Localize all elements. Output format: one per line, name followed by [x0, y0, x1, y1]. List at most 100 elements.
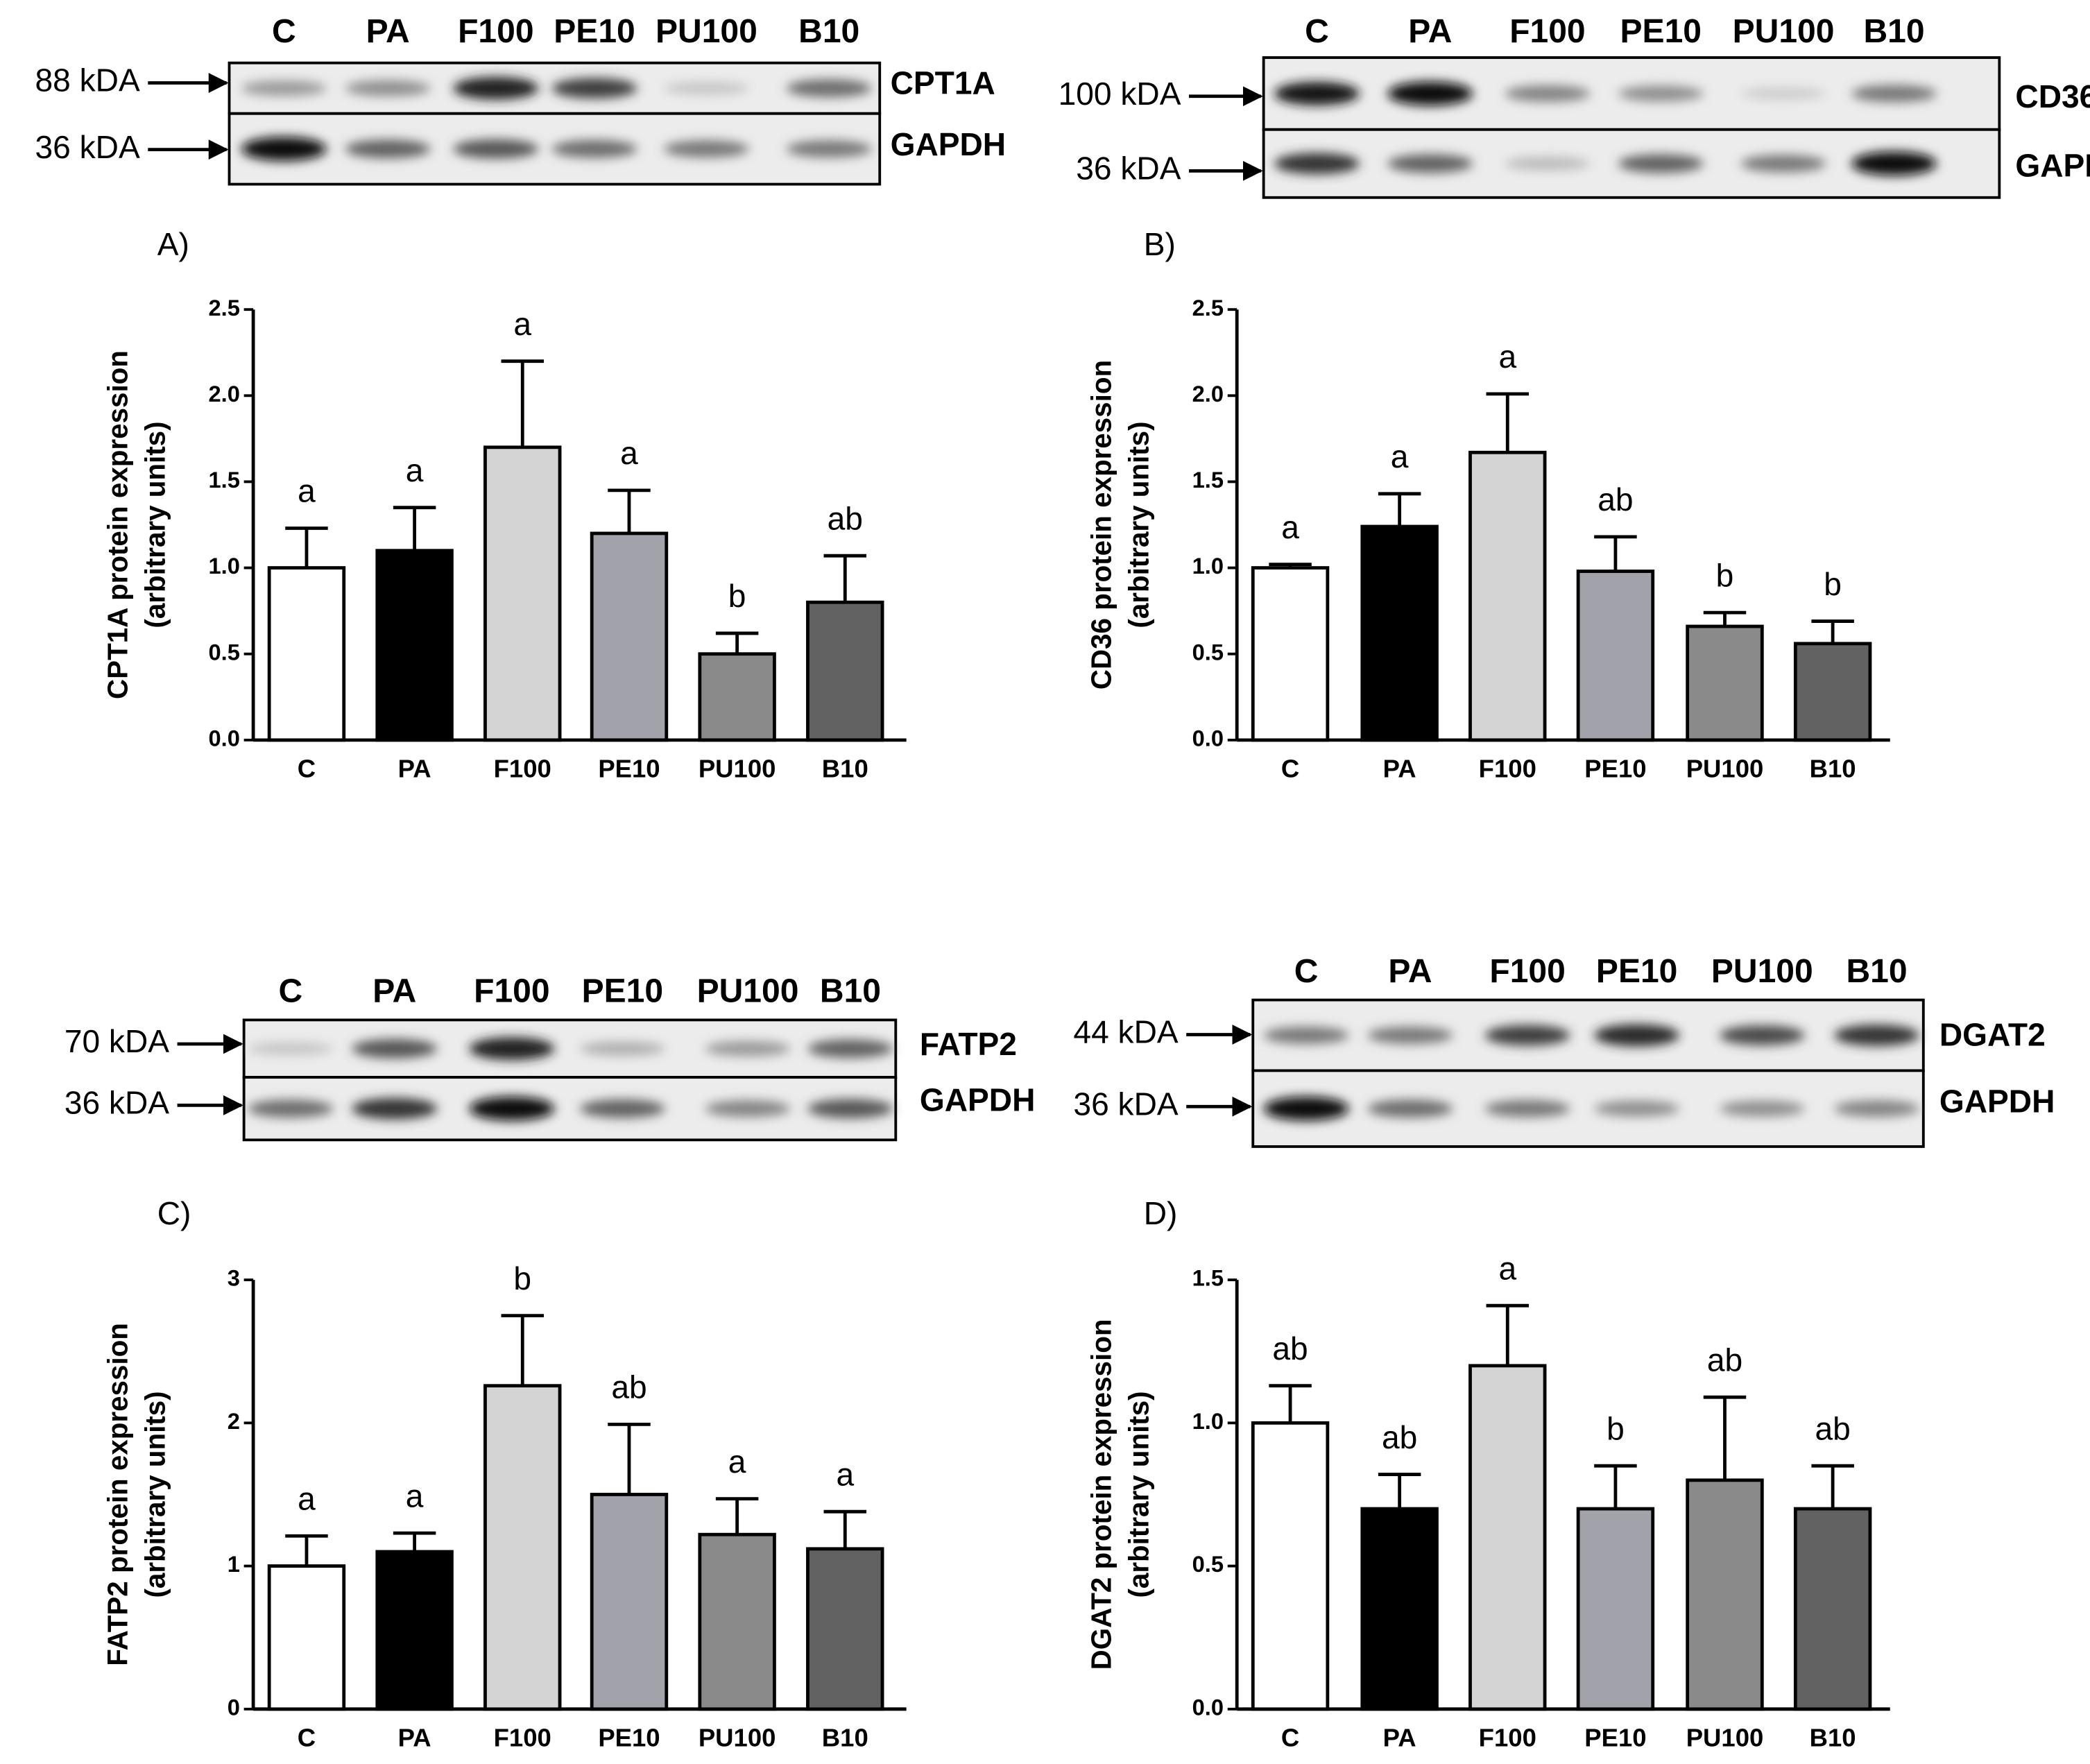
blot-band	[1263, 1096, 1349, 1121]
x-tick-label: F100	[1479, 755, 1536, 783]
panel-label: B)	[1144, 226, 1176, 262]
x-tick-label: PA	[398, 1724, 431, 1752]
x-tick-label: PE10	[598, 1724, 660, 1752]
blot-band	[1387, 81, 1473, 106]
x-tick-label: PU100	[1686, 755, 1764, 783]
blot-band	[1263, 1026, 1349, 1044]
bar	[806, 1547, 884, 1711]
lane-label: B10	[1863, 13, 1924, 50]
significance-letter: a	[1391, 438, 1409, 474]
significance-letter: a	[1498, 1250, 1516, 1286]
y-tick-label: 2.5	[208, 295, 239, 320]
bar	[590, 531, 669, 742]
western-blot	[242, 1018, 898, 1142]
blot-band	[1618, 154, 1704, 173]
blot-band	[1274, 153, 1360, 175]
blot-band	[786, 79, 872, 98]
y-axis-label: FATP2 protein expression	[102, 1323, 134, 1666]
blot-band	[1834, 1100, 1920, 1118]
y-tick-label: 0	[228, 1694, 240, 1720]
blot-strip	[242, 1018, 898, 1079]
significance-letter: a	[406, 1478, 424, 1514]
western-blot	[1262, 56, 2001, 199]
y-axis-label: CPT1A protein expression	[102, 350, 134, 699]
y-axis-label: DGAT2 protein expression	[1086, 1319, 1117, 1670]
y-tick-label: 3	[228, 1265, 240, 1291]
significance-letter: a	[1281, 509, 1299, 545]
lane-label: PU100	[1711, 953, 1813, 990]
x-tick-label: F100	[1479, 1724, 1536, 1752]
x-tick-label: F100	[494, 755, 551, 783]
blot-band	[469, 1096, 555, 1121]
blot-band	[1851, 151, 1937, 176]
y-tick-label: 0.5	[1192, 1551, 1224, 1577]
significance-letter: a	[298, 473, 316, 509]
blot-band	[1387, 154, 1473, 173]
lane-label: B10	[1847, 953, 1908, 990]
significance-letter: ab	[1598, 481, 1633, 517]
y-tick-label: 2.0	[208, 381, 239, 406]
protein-label: GAPDH	[1939, 1084, 2055, 1120]
protein-label: CPT1A	[891, 65, 995, 101]
bar	[1793, 1507, 1872, 1711]
bar	[483, 1384, 562, 1711]
blot-band	[352, 1097, 438, 1120]
bar	[375, 549, 454, 742]
x-tick-label: C	[298, 755, 316, 783]
y-tick-label: 1.5	[1192, 1265, 1224, 1291]
lane-label: PE10	[554, 13, 635, 50]
western-blot	[1251, 998, 1925, 1148]
molecular-weight: 44 kDA	[1073, 1014, 1178, 1050]
lane-label: F100	[1509, 13, 1585, 50]
bar	[590, 1493, 669, 1711]
blot-band	[1719, 1025, 1805, 1045]
blot-band	[248, 1042, 334, 1055]
blot-band	[807, 1099, 893, 1119]
significance-letter: a	[513, 306, 531, 342]
significance-letter: a	[298, 1480, 316, 1516]
blot-band	[1367, 1026, 1453, 1044]
blot-band	[1505, 85, 1591, 102]
blot-band	[551, 78, 637, 99]
bar	[1360, 1507, 1439, 1711]
y-axis-label: CD36 protein expression	[1086, 360, 1117, 690]
y-axis-label: (arbitrary units)	[1123, 421, 1155, 628]
x-tick-label: PU100	[699, 755, 776, 783]
lane-label: C	[1305, 13, 1329, 50]
blot-band	[1274, 82, 1360, 105]
blot-band	[1618, 85, 1704, 102]
bar	[806, 600, 884, 742]
bar	[1686, 624, 1764, 742]
bar	[1251, 1421, 1330, 1711]
lane-label: PA	[366, 13, 410, 50]
y-axis-label: (arbitrary units)	[139, 1391, 171, 1598]
molecular-weight: 100 kDA	[1059, 76, 1181, 112]
blot-band	[345, 139, 431, 159]
blot-band	[663, 82, 749, 95]
lane-label: PU100	[697, 973, 799, 1010]
y-tick-label: 0.0	[1192, 725, 1224, 751]
significance-letter: b	[728, 578, 746, 614]
molecular-weight: 70 kDA	[65, 1023, 169, 1059]
blot-strip	[242, 1076, 898, 1142]
bar	[698, 652, 776, 742]
y-axis-label: (arbitrary units)	[139, 421, 171, 628]
x-tick-label: C	[1281, 1724, 1299, 1752]
significance-letter: ab	[1815, 1410, 1850, 1446]
lane-label: F100	[1489, 953, 1565, 990]
x-tick-label: PE10	[598, 755, 660, 783]
lane-label: PE10	[582, 973, 663, 1010]
western-blot	[228, 61, 882, 186]
blot-strip	[1251, 998, 1925, 1072]
bar	[1793, 642, 1872, 742]
y-tick-label: 0.5	[1192, 639, 1224, 665]
protein-label: DGAT2	[1939, 1017, 2046, 1053]
blot-band	[241, 80, 327, 96]
lane-label: PA	[372, 973, 416, 1010]
y-tick-label: 2	[228, 1408, 240, 1434]
blot-band	[1594, 1100, 1680, 1117]
bar	[375, 1550, 454, 1711]
lane-label: PU100	[1733, 13, 1835, 50]
x-tick-label: PU100	[699, 1724, 776, 1752]
y-tick-label: 2.5	[1192, 295, 1224, 320]
